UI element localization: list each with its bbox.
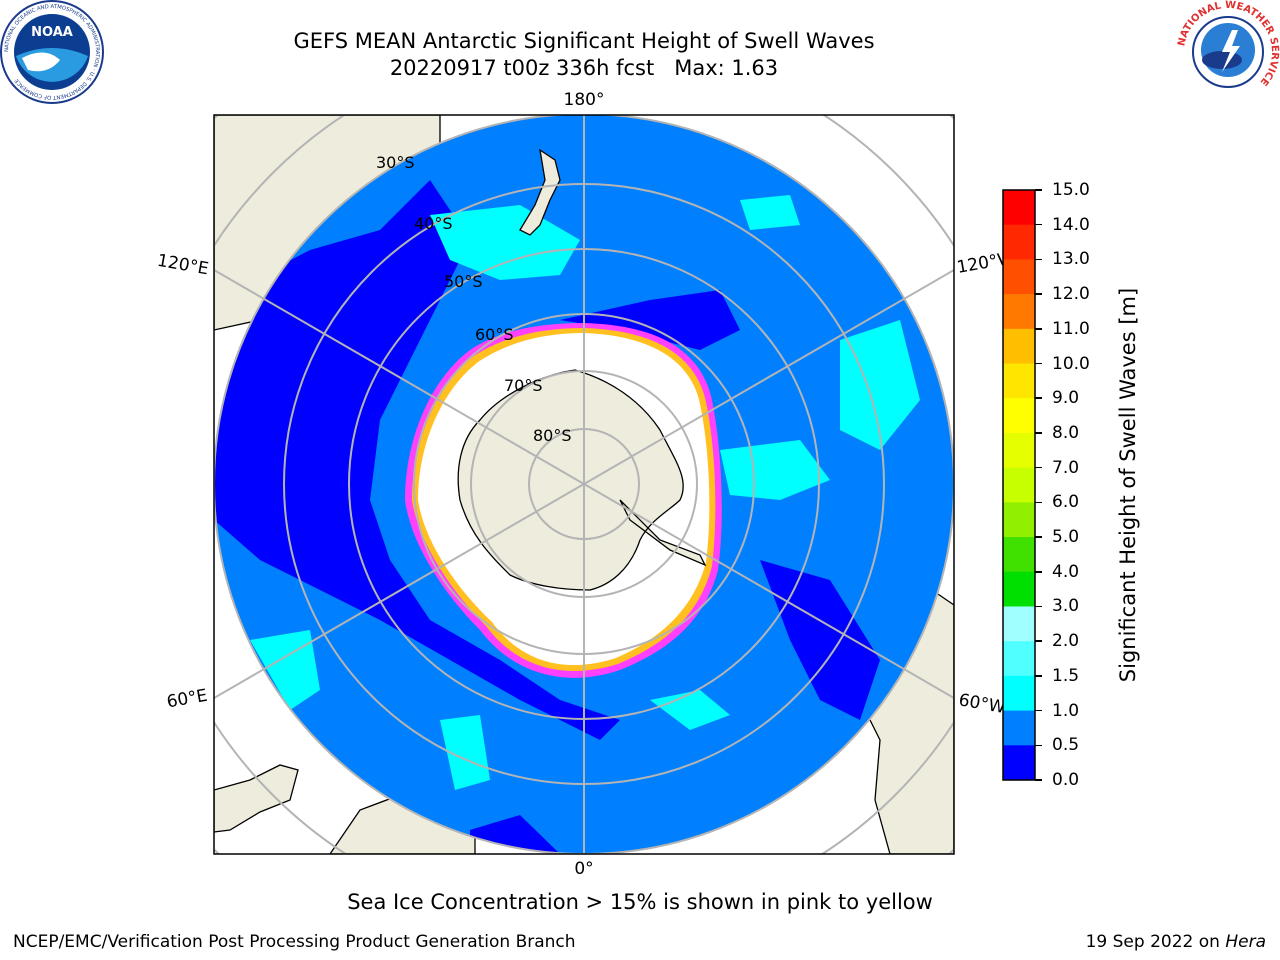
- colorbar-tick-label: 14.0: [1052, 214, 1090, 235]
- colorbar-tick-mark: [1035, 432, 1042, 434]
- colorbar-segment: [1003, 537, 1035, 573]
- colorbar-tick-mark: [1035, 258, 1042, 261]
- colorbar-segment: [1003, 432, 1035, 469]
- lat-label-80s: 80°S: [533, 426, 572, 445]
- footer-date-text: 19 Sep 2022 on: [1085, 932, 1226, 952]
- footer-machine: Hera: [1225, 932, 1266, 952]
- chart-subtitle: 20220917 t00z 336h fcst Max: 1.63: [389, 56, 779, 80]
- land-madagascar: [214, 764, 299, 833]
- colorbar-tick-mark: [1035, 189, 1042, 191]
- low-swell-region-southeast: [760, 560, 880, 720]
- colorbar-tick-mark: [1035, 466, 1042, 469]
- high-swell-north: [740, 195, 800, 230]
- colorbar-tick-mark: [1035, 501, 1042, 504]
- colorbar-tick-label: 9.0: [1052, 388, 1080, 409]
- sea-ice-note: Sea Ice Concentration > 15% is shown in …: [347, 890, 933, 914]
- colorbar-segment: [1003, 745, 1035, 781]
- colorbar-tick-label: 12.0: [1052, 284, 1090, 305]
- colorbar-tick-mark: [1035, 362, 1042, 365]
- colorbar-tick-mark: [1035, 536, 1042, 538]
- colorbar-tick-mark: [1035, 640, 1042, 642]
- colorbar-tick-label: 8.0: [1052, 422, 1080, 443]
- colorbar-label: Significant Height of Swell Waves [m]: [1116, 287, 1140, 683]
- colorbar-tick-mark: [1035, 293, 1042, 295]
- colorbar-segment: [1003, 363, 1035, 399]
- high-swell-atlantic: [650, 690, 730, 730]
- high-swell-south: [440, 715, 490, 790]
- high-swell-nz: [430, 205, 580, 280]
- colorbar-tick-label: 1.5: [1052, 665, 1080, 686]
- colorbar-tick-mark: [1035, 397, 1042, 399]
- lat-label-70s: 70°S: [504, 376, 543, 395]
- colorbar-segment: [1003, 641, 1035, 677]
- colorbar-segment: [1003, 467, 1035, 503]
- colorbar-tick-mark: [1035, 779, 1042, 781]
- colorbar-tick-label: 0.0: [1052, 770, 1080, 790]
- colorbar: [1002, 189, 1036, 781]
- lon-label-0: 0°: [574, 859, 593, 879]
- low-swell-region-east: [560, 290, 740, 350]
- chart-title: GEFS MEAN Antarctic Significant Height o…: [293, 29, 875, 53]
- colorbar-segment: [1003, 294, 1035, 330]
- high-swell-pacific: [840, 320, 920, 450]
- colorbar-segment: [1003, 710, 1035, 746]
- colorbar-segment: [1003, 675, 1035, 712]
- colorbar-segment: [1003, 571, 1035, 607]
- colorbar-segments: [1003, 190, 1035, 781]
- colorbar-tick-label: 0.5: [1052, 735, 1080, 756]
- colorbar-segment: [1003, 398, 1035, 434]
- colorbar-segment: [1003, 502, 1035, 538]
- colorbar-tick-label: 7.0: [1052, 457, 1080, 478]
- high-swell-indian: [250, 630, 320, 710]
- noaa-logo: NOAA NATIONAL OCEANIC AND ATMOSPHERIC AD…: [0, 0, 104, 104]
- colorbar-tick-label: 3.0: [1052, 596, 1080, 617]
- colorbar-tick-label: 15.0: [1052, 180, 1090, 200]
- colorbar-tick-mark: [1035, 709, 1042, 712]
- lat-label-30s: 30°S: [376, 153, 415, 172]
- lat-label-60s: 60°S: [475, 325, 514, 344]
- colorbar-tick-mark: [1035, 675, 1042, 677]
- land-antarctica: [457, 369, 707, 591]
- graticule: [214, 115, 954, 854]
- colorbar-tick-label: 1.0: [1052, 700, 1080, 721]
- colorbar-tick-label: 13.0: [1052, 249, 1090, 270]
- colorbar-tick-mark: [1035, 328, 1042, 330]
- nws-logo: NATIONAL WEATHER SERVICE: [1176, 0, 1280, 103]
- svg-text:NOAA: NOAA: [31, 25, 73, 40]
- colorbar-tick-label: 10.0: [1052, 353, 1090, 374]
- colorbar-tick-label: 11.0: [1052, 318, 1090, 339]
- colorbar-tick-mark: [1035, 223, 1042, 226]
- colorbar-tick-label: 2.0: [1052, 631, 1080, 652]
- map-frame: [213, 114, 955, 855]
- colorbar-segment: [1003, 224, 1035, 260]
- colorbar-tick-label: 6.0: [1052, 492, 1080, 513]
- lat-label-40s: 40°S: [414, 214, 453, 233]
- high-swell-drake: [720, 440, 830, 500]
- colorbar-frame: [1002, 189, 1036, 781]
- lon-label-180: 180°: [564, 90, 605, 110]
- footer-date: 19 Sep 2022 on Hera: [1086, 932, 1266, 952]
- colorbar-segment: [1003, 606, 1035, 642]
- lon-label-120e: 120°E: [156, 251, 210, 280]
- low-swell-region-west: [214, 180, 620, 740]
- footer-credit: NCEP/EMC/Verification Post Processing Pr…: [13, 932, 576, 952]
- colorbar-segment: [1003, 328, 1035, 365]
- land-new-zealand: [519, 148, 561, 236]
- colorbar-tick-mark: [1035, 744, 1042, 747]
- lon-label-60e: 60°E: [165, 686, 209, 713]
- colorbar-tick-label: 4.0: [1052, 561, 1080, 582]
- colorbar-tick-label: 5.0: [1052, 527, 1080, 548]
- colorbar-segment: [1003, 190, 1035, 226]
- colorbar-tick-mark: [1035, 605, 1042, 608]
- colorbar-segment: [1003, 259, 1035, 295]
- lat-label-50s: 50°S: [444, 272, 483, 291]
- colorbar-tick-mark: [1035, 571, 1042, 573]
